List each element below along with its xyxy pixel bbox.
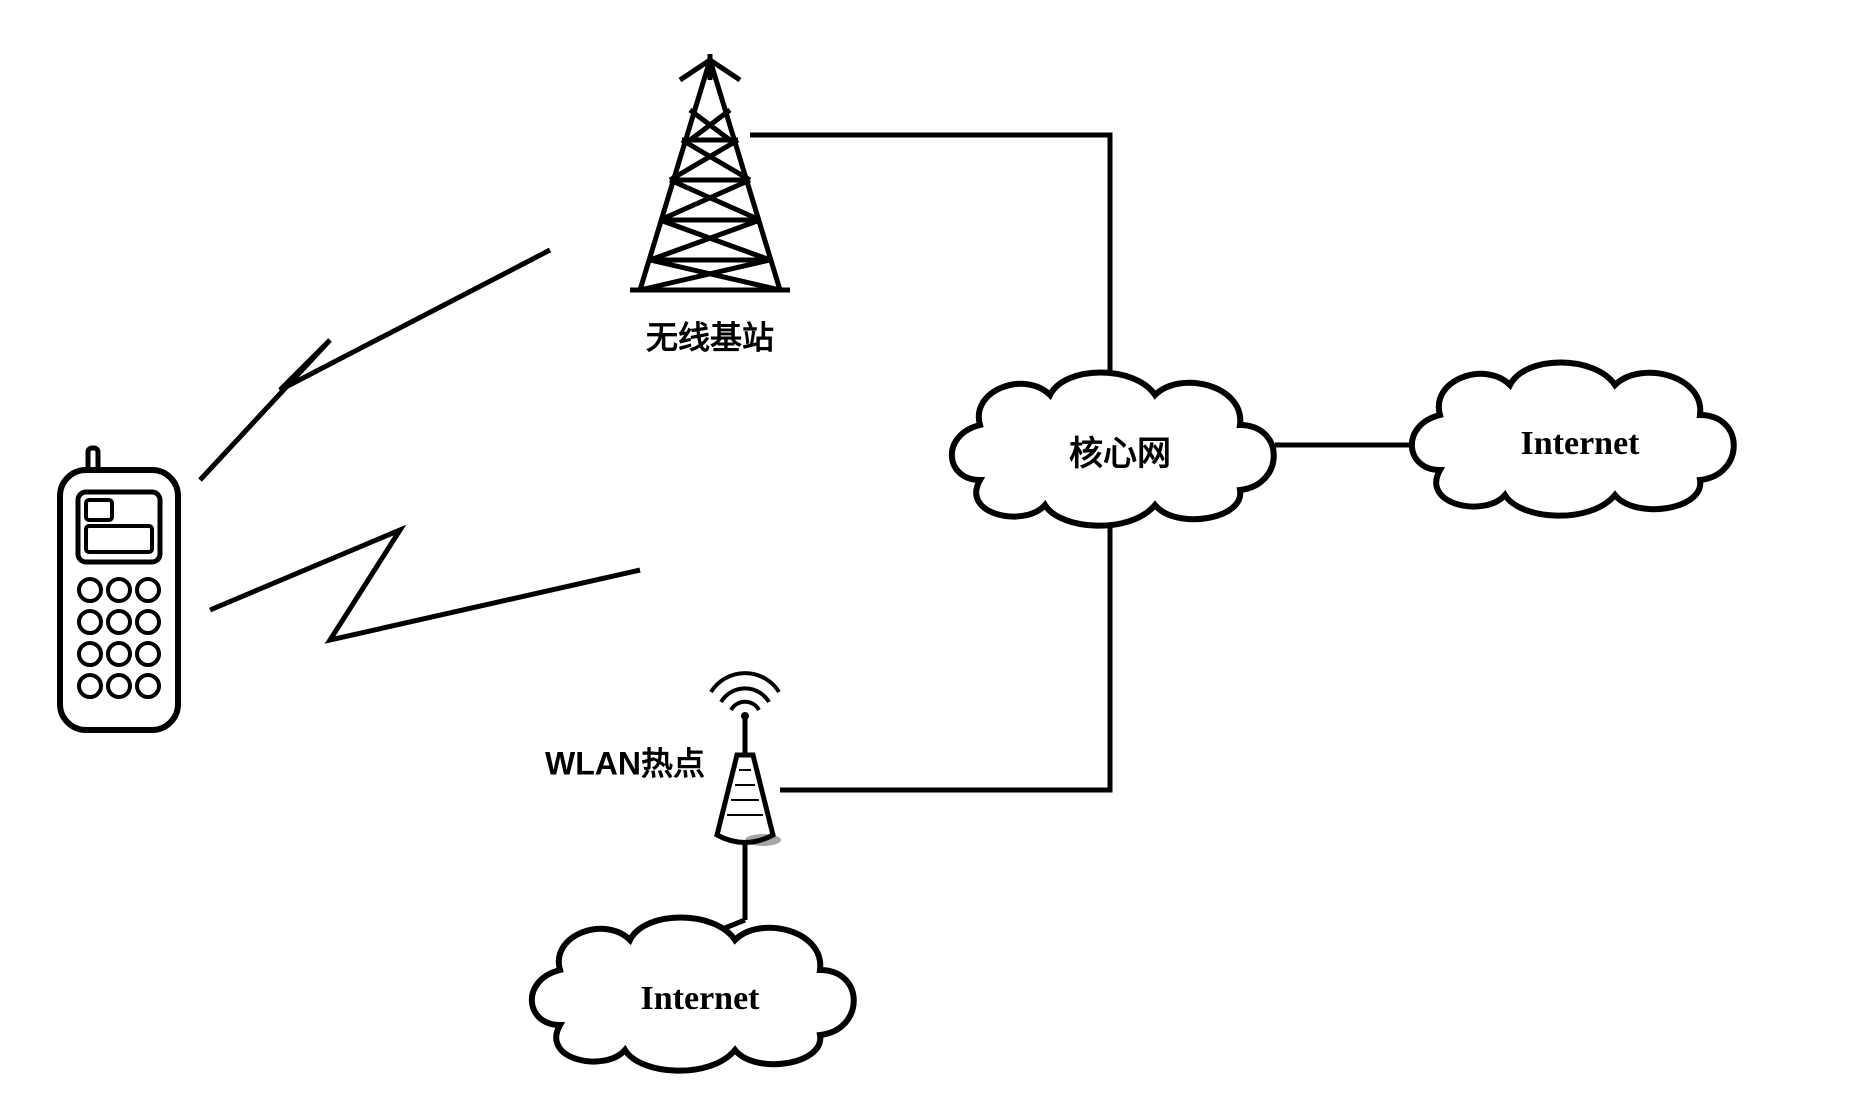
base-station-label: 无线基站 <box>646 319 774 355</box>
internet-right-label: Internet <box>1521 425 1641 462</box>
wlan-ap-icon: WLAN热点 <box>545 673 781 846</box>
base-station-icon: 无线基站 <box>630 54 790 355</box>
edge-phone-wlan <box>210 530 640 640</box>
network-diagram: 无线基站 WLAN热点 核心网 Internet <box>0 0 1851 1107</box>
internet-right-cloud: Internet <box>1412 363 1734 516</box>
edge-wlan-corenet <box>780 520 1110 790</box>
core-network-cloud: 核心网 <box>952 373 1274 526</box>
core-network-label: 核心网 <box>1069 435 1171 473</box>
internet-bottom-cloud: Internet <box>532 918 854 1071</box>
edge-phone-basestation <box>200 250 550 480</box>
edge-wlan-internet-bottom <box>720 840 745 930</box>
wlan-ap-label: WLAN热点 <box>545 745 705 781</box>
internet-bottom-label: Internet <box>641 980 761 1017</box>
mobile-phone-icon <box>60 448 178 730</box>
edge-basestation-corenet <box>750 135 1110 385</box>
